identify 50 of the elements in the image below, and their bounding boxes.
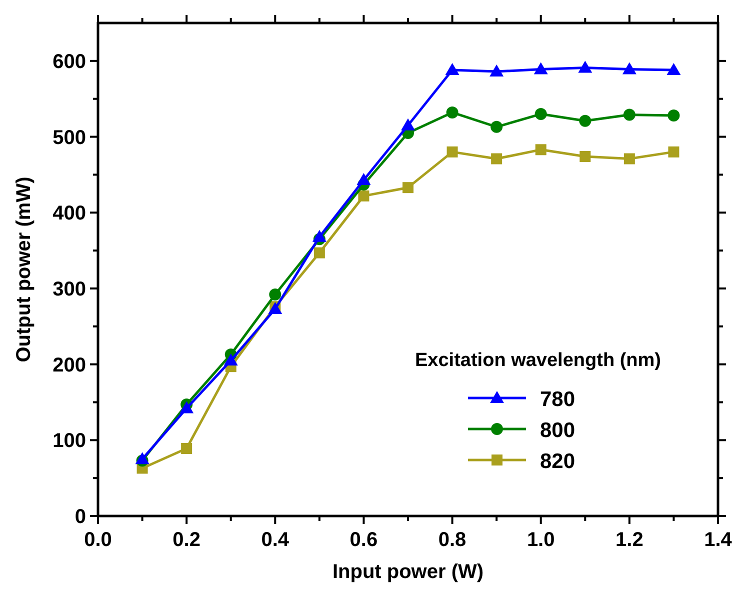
point bbox=[578, 60, 592, 73]
y-tick-label: 0 bbox=[74, 506, 86, 528]
x-tick-label: 0.8 bbox=[438, 529, 466, 551]
legend-label: 780 bbox=[540, 388, 576, 411]
point bbox=[535, 144, 546, 156]
point bbox=[668, 110, 680, 122]
point bbox=[622, 62, 636, 74]
y-axis-title: Output power (mW) bbox=[13, 176, 35, 362]
point bbox=[401, 118, 415, 130]
point bbox=[491, 153, 502, 164]
y-tick-label: 300 bbox=[52, 278, 86, 300]
point bbox=[358, 190, 370, 202]
point bbox=[446, 106, 458, 118]
point bbox=[312, 230, 326, 242]
point bbox=[180, 401, 194, 414]
x-tick-label: 1.2 bbox=[616, 529, 644, 551]
legend-label: 800 bbox=[540, 419, 576, 442]
y-tick-label: 200 bbox=[52, 354, 86, 376]
point bbox=[624, 153, 635, 164]
point bbox=[269, 288, 282, 301]
point bbox=[314, 247, 325, 258]
point bbox=[445, 63, 460, 76]
point bbox=[534, 62, 548, 74]
point bbox=[534, 108, 547, 120]
y-tick-label: 100 bbox=[52, 430, 86, 452]
point bbox=[181, 442, 192, 454]
point bbox=[668, 146, 680, 158]
point bbox=[446, 146, 458, 158]
point bbox=[135, 452, 150, 464]
x-tick-label: 0.0 bbox=[84, 529, 112, 551]
y-tick-label: 400 bbox=[52, 202, 86, 225]
legend-label: 820 bbox=[540, 450, 576, 473]
point bbox=[356, 173, 371, 185]
y-tick-label: 600 bbox=[52, 50, 86, 73]
point bbox=[490, 64, 504, 77]
x-tick-label: 0.4 bbox=[261, 529, 290, 551]
point bbox=[666, 63, 681, 76]
point bbox=[579, 114, 592, 127]
point bbox=[402, 182, 414, 194]
x-tick-label: 0.2 bbox=[172, 529, 200, 551]
legend-title: Excitation wavelength (nm) bbox=[415, 350, 661, 371]
x-tick-label: 0.6 bbox=[350, 529, 378, 551]
point bbox=[580, 150, 591, 162]
point bbox=[623, 108, 636, 121]
x-tick-label: 1.4 bbox=[704, 529, 733, 551]
point bbox=[490, 120, 503, 133]
x-axis-title: Input power (W) bbox=[332, 561, 484, 583]
y-tick-label: 500 bbox=[52, 126, 86, 149]
x-tick-label: 1.0 bbox=[526, 529, 555, 551]
point bbox=[224, 354, 238, 366]
